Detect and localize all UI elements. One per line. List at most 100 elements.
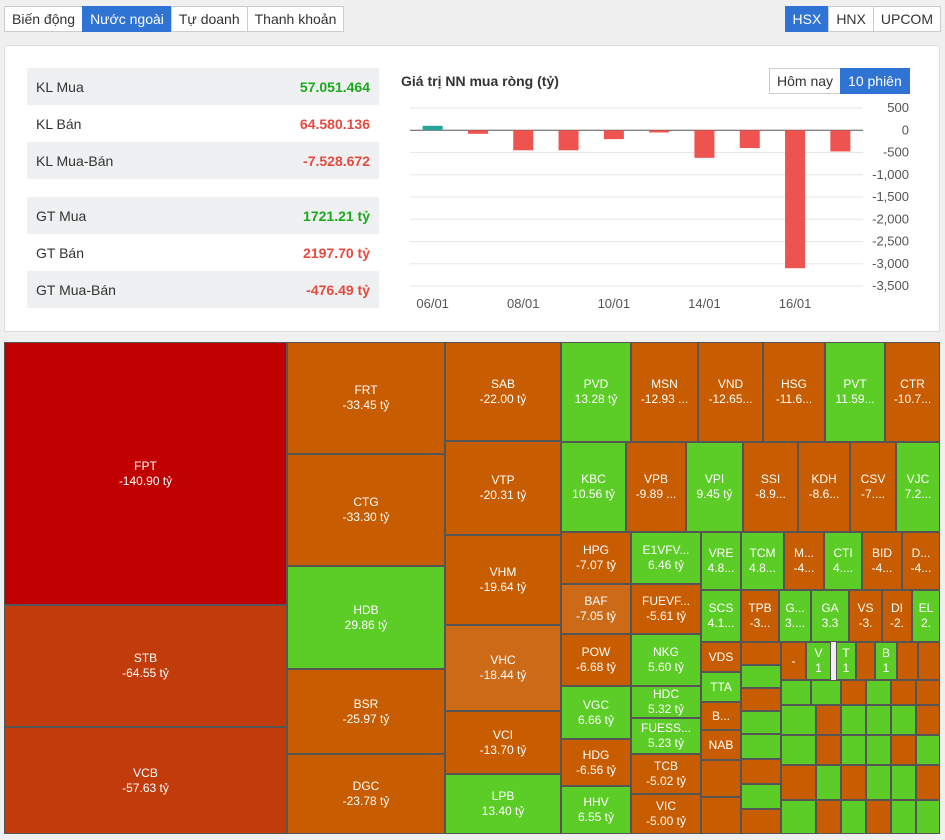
treemap-cell[interactable]: KBC 10.56 tỷ <box>561 442 626 532</box>
treemap-cell[interactable]: HHV 6.55 tỷ <box>561 786 631 834</box>
treemap-cell[interactable]: - <box>781 642 806 680</box>
treemap-cell[interactable] <box>701 760 741 797</box>
treemap-cell[interactable] <box>741 734 781 759</box>
treemap-cell[interactable]: HPG -7.07 tỷ <box>561 532 631 584</box>
treemap-cell[interactable]: VDS <box>701 642 741 672</box>
treemap-cell[interactable] <box>841 680 866 705</box>
treemap-cell[interactable]: EL 2. <box>912 590 940 642</box>
treemap-cell[interactable] <box>811 680 841 705</box>
treemap-cell[interactable]: E1VFV... 6.46 tỷ <box>631 532 701 584</box>
treemap-cell[interactable] <box>916 800 940 834</box>
treemap-cell[interactable] <box>916 765 940 800</box>
treemap-cell[interactable]: BID -4... <box>862 532 902 590</box>
treemap-cell[interactable] <box>816 705 841 735</box>
treemap-cell[interactable]: STB -64.55 tỷ <box>4 605 287 727</box>
tab-tu-doanh[interactable]: Tự doanh <box>170 6 248 32</box>
tab-hnx[interactable]: HNX <box>828 6 874 32</box>
treemap-cell[interactable]: HSG -11.6... <box>763 342 825 442</box>
treemap-cell[interactable]: D... -4... <box>902 532 940 590</box>
treemap-cell[interactable]: FUEVF... -5.61 tỷ <box>631 584 701 634</box>
treemap-cell[interactable]: DI -2. <box>882 590 912 642</box>
tab-upcom[interactable]: UPCOM <box>872 6 941 32</box>
treemap-cell[interactable]: NAB <box>701 730 741 760</box>
treemap-cell[interactable]: POW -6.68 tỷ <box>561 634 631 686</box>
treemap-cell[interactable]: GA 3.3 <box>811 590 849 642</box>
treemap-cell[interactable] <box>891 800 916 834</box>
treemap-cell[interactable] <box>891 735 916 765</box>
treemap-cell[interactable] <box>841 800 866 834</box>
treemap-cell[interactable] <box>701 797 741 834</box>
treemap-cell[interactable] <box>841 765 866 800</box>
treemap-cell[interactable]: HDG -6.56 tỷ <box>561 739 631 786</box>
treemap-cell[interactable] <box>781 735 816 765</box>
treemap-cell[interactable] <box>866 735 891 765</box>
treemap-cell[interactable]: TCB -5.02 tỷ <box>631 754 701 794</box>
treemap-cell[interactable] <box>841 735 866 765</box>
treemap-cell[interactable]: TPB -3... <box>741 590 779 642</box>
treemap-cell[interactable]: BSR -25.97 tỷ <box>287 669 445 754</box>
treemap-cell[interactable] <box>918 642 940 680</box>
treemap-cell[interactable] <box>841 705 866 735</box>
treemap-cell[interactable]: FPT -140.90 tỷ <box>4 342 287 605</box>
treemap-cell[interactable] <box>741 688 781 711</box>
treemap-cell[interactable] <box>891 680 916 705</box>
treemap-cell[interactable] <box>741 665 781 688</box>
treemap-cell[interactable] <box>781 680 811 705</box>
treemap-cell[interactable]: VGC 6.66 tỷ <box>561 686 631 739</box>
tab-nuoc-ngoai[interactable]: Nước ngoài <box>82 6 172 32</box>
treemap-cell[interactable] <box>816 800 841 834</box>
treemap-cell[interactable]: FUESS... 5.23 tỷ <box>631 718 701 754</box>
treemap-cell[interactable]: VJC 7.2... <box>896 442 940 532</box>
treemap-cell[interactable]: SCS 4.1... <box>701 590 741 642</box>
treemap-cell[interactable]: VHM -19.64 tỷ <box>445 535 561 625</box>
treemap-cell[interactable]: VS -3. <box>849 590 882 642</box>
treemap-cell[interactable]: VHC -18.44 tỷ <box>445 625 561 711</box>
treemap-cell[interactable]: VPB -9.89 ... <box>626 442 686 532</box>
treemap-cell[interactable] <box>781 765 816 800</box>
treemap-cell[interactable]: VCB -57.63 tỷ <box>4 727 287 834</box>
treemap-cell[interactable]: CSV -7.... <box>850 442 896 532</box>
treemap-cell[interactable] <box>866 705 891 735</box>
treemap-cell[interactable]: LPB 13.40 tỷ <box>445 774 561 834</box>
treemap-cell[interactable] <box>866 800 891 834</box>
treemap-cell[interactable] <box>741 809 781 834</box>
treemap-cell[interactable] <box>741 784 781 809</box>
treemap-cell[interactable] <box>741 642 781 665</box>
tab-bien-dong[interactable]: Biến động <box>4 6 84 32</box>
treemap-cell[interactable]: HDC 5.32 tỷ <box>631 686 701 718</box>
treemap-cell[interactable]: MSN -12.93 ... <box>631 342 698 442</box>
treemap-cell[interactable]: CTG -33.30 tỷ <box>287 454 445 566</box>
treemap-cell[interactable]: CTR -10.7... <box>885 342 940 442</box>
treemap-cell[interactable]: PVT 11.59... <box>825 342 885 442</box>
treemap-cell[interactable] <box>856 642 875 680</box>
treemap-cell[interactable]: TCM 4.8... <box>741 532 784 590</box>
treemap-cell[interactable] <box>816 735 841 765</box>
treemap-cell[interactable]: B... <box>701 702 741 730</box>
treemap-cell[interactable]: DGC -23.78 tỷ <box>287 754 445 834</box>
treemap-cell[interactable]: SSI -8.9... <box>743 442 798 532</box>
treemap-cell[interactable] <box>741 759 781 784</box>
treemap-cell[interactable]: G... 3.... <box>779 590 811 642</box>
treemap-cell[interactable]: NKG 5.60 tỷ <box>631 634 701 686</box>
tab-thanh-khoan[interactable]: Thanh khoản <box>246 6 345 32</box>
treemap-cell[interactable]: PVD 13.28 tỷ <box>561 342 631 442</box>
treemap-cell[interactable] <box>781 705 816 735</box>
treemap-cell[interactable] <box>866 765 891 800</box>
period-10-sessions-button[interactable]: 10 phiên <box>840 68 910 94</box>
treemap-cell[interactable]: VPI 9.45 tỷ <box>686 442 743 532</box>
treemap-cell[interactable]: VRE 4.8... <box>701 532 741 590</box>
treemap-cell[interactable] <box>897 642 918 680</box>
treemap-cell[interactable] <box>916 680 940 705</box>
treemap-cell[interactable]: FRT -33.45 tỷ <box>287 342 445 454</box>
period-today-button[interactable]: Hôm nay <box>769 68 842 94</box>
treemap-cell[interactable]: TTA <box>701 672 741 702</box>
treemap-cell[interactable]: KDH -8.6... <box>798 442 850 532</box>
treemap-cell[interactable]: VCI -13.70 tỷ <box>445 711 561 774</box>
treemap-cell[interactable]: VIC -5.00 tỷ <box>631 794 701 834</box>
treemap-cell[interactable]: VND -12.65... <box>698 342 763 442</box>
treemap-cell[interactable] <box>916 735 940 765</box>
treemap-cell[interactable]: M... -4... <box>784 532 824 590</box>
